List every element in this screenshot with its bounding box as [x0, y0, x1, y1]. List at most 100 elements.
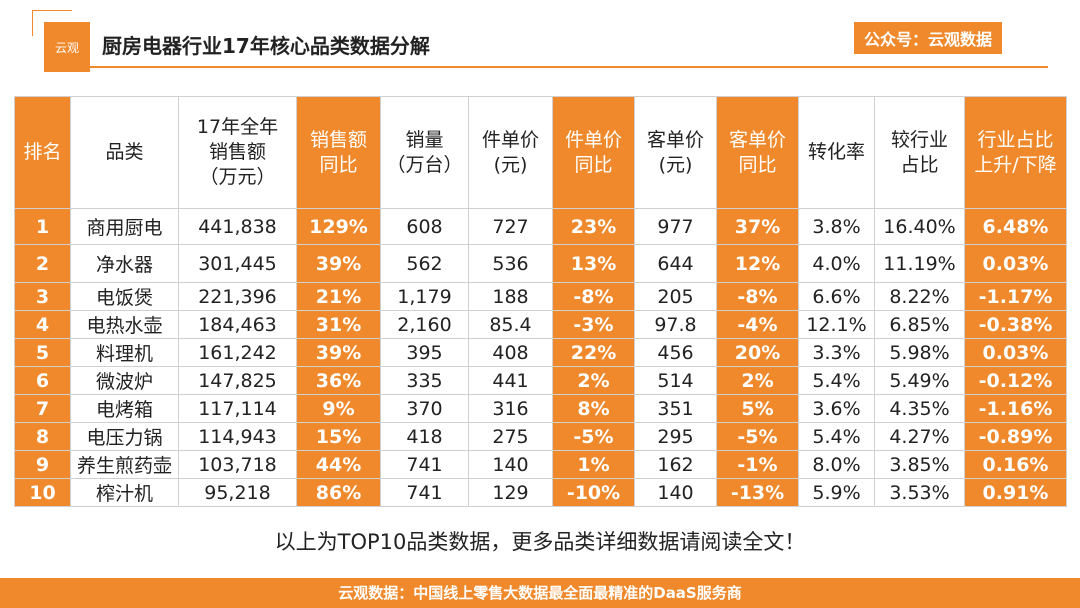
table-cell: 562 [380, 244, 469, 283]
table-row: 3 电饭煲 221,396 21% 1,179 188 -8% 205 -8% 6.6% 8.22%… [14, 282, 1067, 311]
table-row: 1 商用厨电 441,838 129% 608 727 23% 977 37% 3.8% 16.40… [14, 208, 1067, 245]
column-header: 客单价 同比 [716, 96, 799, 209]
table-row: 6 微波炉 147,825 36% 335 441 2% 514 2% 5.4% 5.49% -0.1… [14, 366, 1067, 395]
table-row: 7 电烤箱 117,114 9% 370 316 8% 351 5% 3.6% 4.35% -1.16… [14, 394, 1067, 423]
table-row: 10 榨汁机 95,218 86% 741 129 -10% 140 -13% 5.9% 3.53%… [14, 478, 1067, 507]
table-cell: 3.8% [798, 208, 875, 245]
table-cell: 4 [14, 310, 71, 339]
wechat-account-badge: 公众号：云观数据 [853, 22, 1002, 54]
table-cell: 2 [14, 244, 71, 283]
table-cell: 5.4% [798, 366, 875, 395]
table-cell: 8.22% [874, 282, 965, 311]
table-cell: 221,396 [178, 282, 297, 311]
table-cell: -0.12% [964, 366, 1067, 395]
table-cell: 0.91% [964, 478, 1067, 507]
category-data-table: 排名 品类 17年全年 销售额 （万元） 销售额 同比 销量 （万台） 件单价 (元) 件单价 同比 客单… [14, 96, 1067, 507]
table-cell: -8% [716, 282, 799, 311]
table-cell: 147,825 [178, 366, 297, 395]
column-header: 排名 [14, 96, 71, 209]
table-cell: 37% [716, 208, 799, 245]
table-cell: 114,943 [178, 422, 297, 451]
table-cell: 2% [552, 366, 635, 395]
column-header: 品类 [70, 96, 179, 209]
table-cell: 0.16% [964, 450, 1067, 479]
table-cell: 103,718 [178, 450, 297, 479]
column-header: 17年全年 销售额 （万元） [178, 96, 297, 209]
table-cell: -5% [716, 422, 799, 451]
table-cell: -5% [552, 422, 635, 451]
table-cell: 15% [296, 422, 381, 451]
table-cell: 4.35% [874, 394, 965, 423]
table-cell: 3.6% [798, 394, 875, 423]
table-cell: 2,160 [380, 310, 469, 339]
table-cell: 13% [552, 244, 635, 283]
table-cell: 2% [716, 366, 799, 395]
table-cell: 117,114 [178, 394, 297, 423]
table-cell: 微波炉 [70, 366, 179, 395]
table-cell: 977 [634, 208, 717, 245]
table-cell: 456 [634, 338, 717, 367]
table-cell: 16.40% [874, 208, 965, 245]
table-cell: 39% [296, 338, 381, 367]
table-cell: 644 [634, 244, 717, 283]
table-cell: 7 [14, 394, 71, 423]
brand-logo: 云观 [44, 22, 90, 72]
table-cell: -8% [552, 282, 635, 311]
table-cell: 电压力锅 [70, 422, 179, 451]
table-cell: 129 [468, 478, 553, 507]
table-cell: 8 [14, 422, 71, 451]
table-cell: 97.8 [634, 310, 717, 339]
table-cell: 电热水壶 [70, 310, 179, 339]
table-cell: 6.48% [964, 208, 1067, 245]
table-cell: 净水器 [70, 244, 179, 283]
table-cell: 5% [716, 394, 799, 423]
table-cell: -3% [552, 310, 635, 339]
table-cell: -1.16% [964, 394, 1067, 423]
table-cell: -4% [716, 310, 799, 339]
table-cell: 188 [468, 282, 553, 311]
table-row: 9 养生煎药壶 103,718 44% 741 140 1% 162 -1% 8.0% 3.85% 0… [14, 450, 1067, 479]
table-cell: 36% [296, 366, 381, 395]
table-cell: 21% [296, 282, 381, 311]
table-cell: -0.38% [964, 310, 1067, 339]
table-cell: 料理机 [70, 338, 179, 367]
column-header: 销售额 同比 [296, 96, 381, 209]
table-cell: 395 [380, 338, 469, 367]
footer-bar: 云观数据：中国线上零售大数据最全面最精准的DaaS服务商 [0, 578, 1080, 608]
table-cell: 9 [14, 450, 71, 479]
table-cell: 3.85% [874, 450, 965, 479]
table-cell: 741 [380, 450, 469, 479]
table-cell: 8.0% [798, 450, 875, 479]
table-cell: 4.27% [874, 422, 965, 451]
table-cell: 8% [552, 394, 635, 423]
table-cell: -10% [552, 478, 635, 507]
table-cell: 608 [380, 208, 469, 245]
table-cell: 441,838 [178, 208, 297, 245]
table-cell: 5 [14, 338, 71, 367]
table-cell: 85.4 [468, 310, 553, 339]
table-cell: 10 [14, 478, 71, 507]
table-row: 5 料理机 161,242 39% 395 408 22% 456 20% 3.3% 5.98% 0.… [14, 338, 1067, 367]
table-cell: 441 [468, 366, 553, 395]
table-cell: 301,445 [178, 244, 297, 283]
table-cell: 6 [14, 366, 71, 395]
table-cell: 408 [468, 338, 553, 367]
table-cell: 1 [14, 208, 71, 245]
table-cell: 335 [380, 366, 469, 395]
table-cell: -1.17% [964, 282, 1067, 311]
column-header: 件单价 (元) [468, 96, 553, 209]
table-cell: 727 [468, 208, 553, 245]
table-cell: 205 [634, 282, 717, 311]
table-cell: 351 [634, 394, 717, 423]
table-cell: 514 [634, 366, 717, 395]
header-divider [44, 66, 1048, 68]
table-row: 8 电压力锅 114,943 15% 418 275 -5% 295 -5% 5.4% 4.27% -… [14, 422, 1067, 451]
table-row: 2 净水器 301,445 39% 562 536 13% 644 12% 4.0% 11.19% 0… [14, 244, 1067, 283]
table-cell: 0.03% [964, 338, 1067, 367]
table-cell: 418 [380, 422, 469, 451]
column-header: 销量 （万台） [380, 96, 469, 209]
column-header: 客单价 (元) [634, 96, 717, 209]
table-cell: -0.89% [964, 422, 1067, 451]
table-cell: 3 [14, 282, 71, 311]
table-cell: 20% [716, 338, 799, 367]
